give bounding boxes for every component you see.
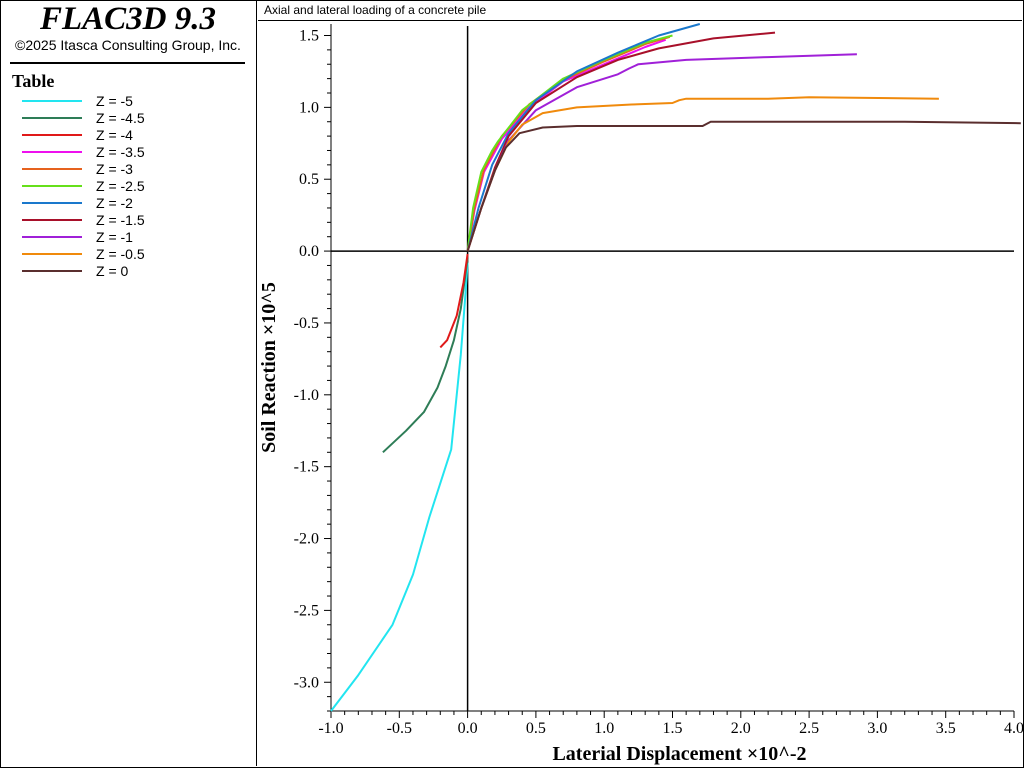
legend-swatch (22, 116, 82, 119)
x-tick-label: -0.5 (387, 720, 412, 737)
legend-item: Z = -5 (22, 92, 145, 109)
y-tick-label: -1.5 (294, 459, 319, 476)
y-tick-label: 1.5 (299, 27, 319, 44)
y-tick-label: -2.0 (294, 531, 319, 548)
legend-item: Z = -1.5 (22, 211, 145, 228)
x-tick-label: -1.0 (318, 720, 343, 737)
legend-swatch (22, 218, 82, 221)
legend-swatch (22, 252, 82, 255)
copyright-text: ©2025 Itasca Consulting Group, Inc. (15, 37, 241, 53)
series-line (466, 23, 701, 252)
x-tick-label: 3.0 (867, 720, 887, 737)
x-tick-label: 1.0 (594, 720, 614, 737)
legend-item: Z = -0.5 (22, 245, 145, 262)
legend-label: Z = -5 (96, 92, 133, 109)
legend-swatch (22, 235, 82, 238)
x-tick-label: 2.0 (731, 720, 751, 737)
x-tick-label: 4.0 (1004, 720, 1024, 737)
series-line (466, 96, 939, 252)
app-title: FLAC3D 9.3 (39, 1, 217, 37)
x-tick-label: 2.5 (799, 720, 819, 737)
plot-subtitle: Axial and lateral loading of a concrete … (264, 3, 487, 17)
legend-title: Table (12, 71, 55, 91)
legend-swatch (22, 167, 82, 170)
plot-header: Axial and lateral loading of a concrete … (258, 0, 1022, 21)
series-line (439, 253, 469, 349)
legend-label: Z = 0 (96, 262, 129, 279)
legend-label: Z = -4 (96, 126, 133, 143)
legend-item: Z = -1 (22, 228, 145, 245)
series-line (466, 34, 673, 252)
legend-swatch (22, 150, 82, 153)
legend-label: Z = -2.5 (96, 177, 145, 194)
series-line (466, 35, 671, 252)
y-tick-label: 0.0 (299, 243, 319, 260)
legend-swatch (22, 133, 82, 136)
legend-swatch (22, 269, 82, 272)
legend-label: Z = -1 (96, 228, 133, 245)
legend-label: Z = -3.5 (96, 143, 145, 160)
y-tick-label: -2.5 (294, 602, 319, 619)
y-tick-label: -1.0 (294, 387, 319, 404)
legend-label: Z = -0.5 (96, 245, 145, 262)
x-tick-label: 3.5 (936, 720, 956, 737)
legend-item: Z = -3 (22, 160, 145, 177)
legend-item: Z = -4.5 (22, 109, 145, 126)
legend-label: Z = -2 (96, 194, 133, 211)
legend-item: Z = 0 (22, 262, 145, 279)
y-tick-label: -0.5 (294, 315, 319, 332)
legend-label: Z = -3 (96, 160, 133, 177)
y-tick-label: 1.0 (299, 99, 319, 116)
series-line (466, 53, 857, 252)
legend-swatch (22, 201, 82, 204)
legend-item: Z = -3.5 (22, 143, 145, 160)
y-tick-label: -3.0 (294, 674, 319, 691)
x-axis-label: Laterial Displacement ×10^-2 (552, 743, 806, 765)
series-line (382, 258, 469, 454)
legend-label: Z = -1.5 (96, 211, 145, 228)
legend-swatch (22, 99, 82, 102)
legend-list: Z = -5 Z = -4.5 Z = -4 Z = -3.5 Z = -3 Z = -2… (22, 92, 145, 279)
series-line (330, 262, 469, 712)
legend-panel: FLAC3D 9.3 ©2025 Itasca Consulting Group… (0, 0, 257, 766)
legend-swatch (22, 184, 82, 187)
legend-item: Z = -4 (22, 126, 145, 143)
legend-item: Z = -2.5 (22, 177, 145, 194)
y-tick-label: 0.5 (299, 171, 319, 188)
series-line (466, 31, 776, 252)
y-axis-label: Soil Reaction ×10^5 (258, 282, 280, 453)
legend-label: Z = -4.5 (96, 109, 145, 126)
x-tick-label: 0.5 (526, 720, 546, 737)
title-divider (10, 62, 245, 64)
series-line (466, 120, 1021, 252)
x-tick-label: 1.5 (663, 720, 683, 737)
legend-item: Z = -2 (22, 194, 145, 211)
x-tick-label: 0.0 (458, 720, 478, 737)
